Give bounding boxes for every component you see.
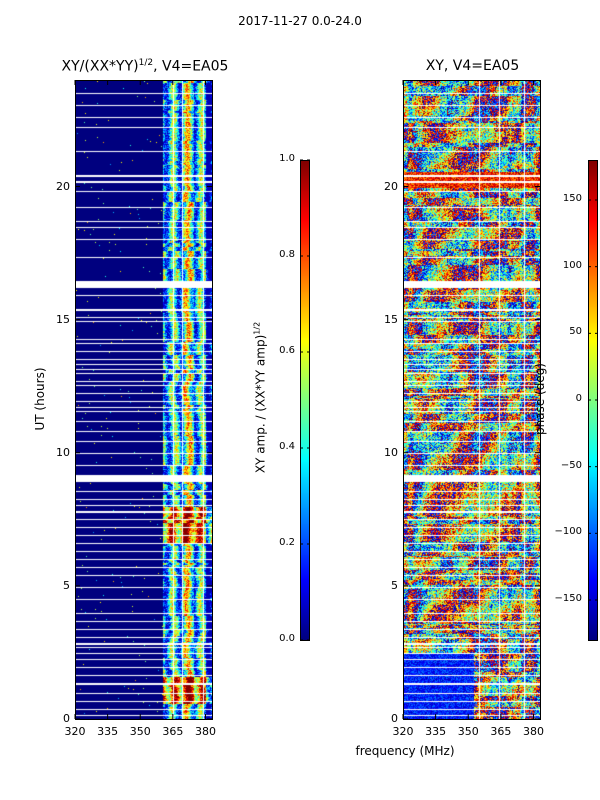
right-xtick-label: 350 [457, 725, 479, 738]
right-colorbar-tick-label: 50 [569, 326, 582, 338]
right-xtick-label: 365 [490, 725, 512, 738]
left-colorbar-tick-label: 0.4 [279, 441, 295, 452]
left-colorbar-tick-label: 0.2 [279, 537, 295, 548]
right-plot-title: XY, V4=EA05 [425, 58, 520, 74]
left-ylabel: UT (hours) [33, 367, 47, 431]
left-heatmap [76, 81, 212, 719]
left-xtick-label: 365 [162, 725, 184, 738]
right-axes-frame [403, 80, 541, 720]
left-colorbar-tick-label: 0.8 [279, 249, 295, 260]
left-colorbar-tick-label: 0.6 [279, 345, 295, 356]
figure-xlabel: frequency (MHz) [355, 744, 455, 758]
left-xtick-label: 380 [194, 725, 216, 738]
left-axes-frame [75, 80, 213, 720]
left-ytick-label: 20 [56, 179, 70, 193]
right-colorbar-tick-label: −100 [554, 526, 582, 538]
right-colorbar-tick-label: 150 [562, 193, 582, 204]
right-colorbar-label: phase (deg) [533, 363, 547, 436]
right-xtick-label: 380 [522, 725, 544, 738]
right-colorbar-tick-label: 100 [562, 259, 582, 271]
right-colorbar [588, 160, 598, 640]
left-colorbar-frame [300, 160, 310, 641]
right-ytick-label: 5 [391, 578, 398, 592]
right-xtick-label: 335 [425, 725, 447, 738]
right-ytick-label: 0 [391, 712, 398, 725]
right-colorbar-tick-label: −50 [560, 459, 582, 471]
right-heatmap [404, 81, 540, 719]
left-xtick-label: 320 [64, 725, 86, 738]
left-ytick-label: 15 [56, 312, 70, 326]
figure-suptitle: 2017-11-27 0.0-24.0 [238, 14, 362, 28]
right-xtick-label: 320 [392, 725, 414, 738]
left-colorbar-tick-label: 0.0 [279, 633, 295, 644]
left-ytick-label: 0 [63, 712, 70, 725]
left-xtick-label: 350 [129, 725, 151, 738]
right-colorbar-tick-label: 0 [575, 393, 582, 404]
right-ytick-label: 20 [384, 179, 398, 193]
right-colorbar-tick-label: −150 [554, 593, 582, 604]
left-ytick-label: 5 [63, 578, 70, 592]
left-plot-title: XY/(XX*YY)1/2, V4=EA05 [61, 58, 229, 75]
right-ytick-label: 10 [384, 445, 398, 459]
left-ytick-label: 10 [56, 445, 70, 459]
left-colorbar [300, 160, 310, 640]
right-ytick-label: 15 [384, 312, 398, 326]
left-colorbar-tick-label: 1.0 [279, 153, 295, 164]
left-xtick-label: 335 [97, 725, 119, 738]
left-colorbar-label: XY amp. / (XX*YY amp)1/2 [252, 321, 268, 474]
